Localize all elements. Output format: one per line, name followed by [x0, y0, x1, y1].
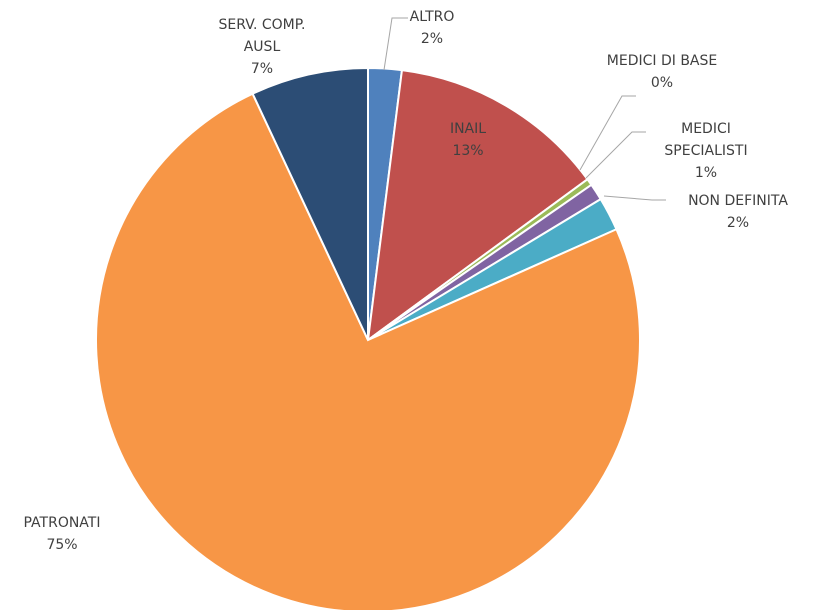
pie-slice	[95, 92, 641, 610]
slice-label: NON DEFINITA 2%	[663, 190, 813, 234]
value-label: 75%	[46, 537, 78, 553]
leader-line	[579, 95, 636, 171]
category-name: MEDICI SPECIALISTI	[664, 121, 748, 159]
slice-label: PATRONATI 75%	[2, 512, 122, 556]
pie-slice	[366, 69, 589, 343]
value-label: 2%	[726, 215, 750, 231]
slice-label: ALTRO 2%	[392, 6, 472, 50]
category-name: ALTRO	[409, 9, 455, 25]
slice-label: SERV. COMP. AUSL 7%	[207, 14, 317, 80]
category-name: MEDICI DI BASE	[606, 53, 718, 69]
leader-line	[603, 195, 666, 201]
pie-slice	[251, 66, 369, 341]
category-name: PATRONATI	[23, 515, 101, 531]
value-label: 2%	[420, 31, 444, 47]
leader-line	[383, 17, 408, 71]
value-label: 0%	[650, 75, 674, 91]
category-name: INAIL	[449, 121, 487, 137]
slice-label: MEDICI SPECIALISTI 1%	[651, 118, 761, 184]
leader-line	[585, 131, 646, 179]
value-label: 1%	[694, 165, 718, 181]
slice-label: MEDICI DI BASE 0%	[577, 50, 747, 94]
value-label: 13%	[452, 143, 484, 159]
slice-label: INAIL 13%	[428, 118, 508, 162]
category-name: NON DEFINITA	[688, 193, 788, 209]
value-label: 7%	[250, 61, 274, 77]
category-name: SERV. COMP. AUSL	[218, 17, 306, 55]
